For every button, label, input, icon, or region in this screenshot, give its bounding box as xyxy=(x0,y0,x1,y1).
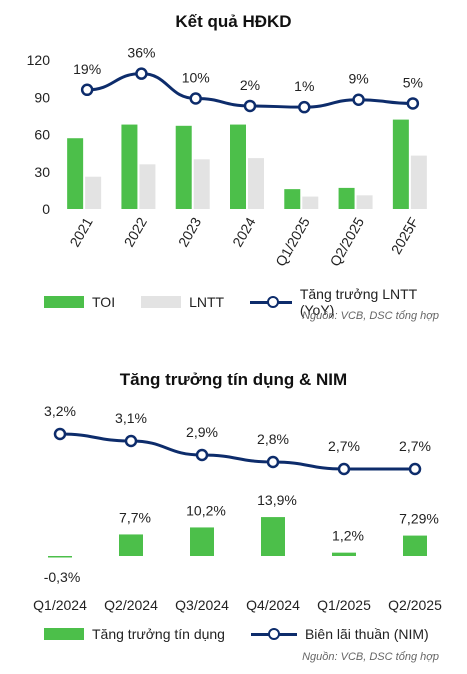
x-tick-label: 2021 xyxy=(66,214,96,249)
line-point-lntt-growth xyxy=(298,100,311,114)
chart1-legend: TOI LNTT Tăng trưởng LNTT (YoY) xyxy=(44,286,467,318)
chart1-title: Kết quả HĐKD xyxy=(175,12,292,31)
data-label-lntt-growth: 2% xyxy=(240,77,260,93)
line-point-lntt-growth xyxy=(135,67,148,80)
y-tick-label: 90 xyxy=(34,89,50,105)
bar-lntt xyxy=(356,195,373,209)
data-label-nim: 2,9% xyxy=(186,424,218,440)
data-label-lntt-growth: 19% xyxy=(73,61,101,77)
data-label-credit-growth: -0,3% xyxy=(44,569,81,585)
bar-toi xyxy=(284,189,301,209)
data-label-lntt-growth: 1% xyxy=(294,78,314,94)
legend-line-marker-icon xyxy=(250,296,292,308)
line-point-nim xyxy=(408,462,422,476)
data-label-credit-growth: 7,7% xyxy=(119,509,151,525)
legend-lntt-label: LNTT xyxy=(189,294,225,310)
bar-credit-growth xyxy=(332,552,356,556)
bar-credit-growth xyxy=(190,527,214,556)
bar-credit-growth xyxy=(119,534,143,556)
data-label-credit-growth: 10,2% xyxy=(186,502,226,518)
legend-toi: TOI xyxy=(44,294,115,310)
legend-toi-label: TOI xyxy=(92,294,116,310)
chart2-title: Tăng trưởng tín dụng & NIM xyxy=(119,370,348,389)
data-label-lntt-growth: 9% xyxy=(348,71,368,87)
bar-toi xyxy=(121,124,138,209)
data-label-nim: 2,7% xyxy=(399,438,431,454)
x-tick-label: Q1/2024 xyxy=(33,597,87,613)
x-tick-label: 2025F xyxy=(388,215,422,257)
x-tick-label: 2023 xyxy=(175,214,205,249)
y-tick-label: 120 xyxy=(27,52,51,68)
data-label-lntt-growth: 5% xyxy=(403,74,423,90)
bar-lntt xyxy=(302,196,319,209)
legend-credit-swatch xyxy=(44,628,84,640)
x-tick-label: Q4/2024 xyxy=(246,597,300,613)
data-label-lntt-growth: 10% xyxy=(182,69,210,85)
line-point-lntt-growth xyxy=(352,93,365,106)
chart2-source: Nguồn: VCB, DSC tổng hợp xyxy=(302,651,439,663)
line-point-nim xyxy=(53,427,67,441)
bar-toi xyxy=(230,124,246,209)
line-point-lntt-growth xyxy=(406,97,420,110)
data-label-lntt-growth: 36% xyxy=(127,45,155,61)
business-results-chart: 0 30 60 90 120 2021 2022 2023 2024 Q1/2025 Q2/2025… xyxy=(27,45,427,269)
legend-lntt: LNTT xyxy=(141,294,224,310)
data-label-nim: 3,1% xyxy=(115,410,147,426)
y-tick-label: 30 xyxy=(34,164,50,180)
line-point-nim xyxy=(124,434,138,448)
chart1-source: Nguồn: VCB, DSC tổng hợp xyxy=(302,310,439,322)
x-tick-label: Q2/2025 xyxy=(388,597,442,613)
x-tick-label: Q2/2025 xyxy=(326,214,367,269)
bar-credit-growth xyxy=(403,535,427,556)
line-point-lntt-growth xyxy=(189,92,202,105)
data-label-credit-growth: 7,29% xyxy=(399,511,439,527)
legend-nim-label: Biên lãi thuần (NIM) xyxy=(304,626,429,642)
bar-toi xyxy=(175,125,192,209)
legend-nim: Biên lãi thuần (NIM) xyxy=(250,626,429,642)
line-nim xyxy=(59,432,415,471)
legend-credit-growth: Tăng trưởng tín dụng xyxy=(44,626,225,642)
bar-lntt xyxy=(85,176,102,209)
bar-toi xyxy=(67,138,84,209)
bar-lntt xyxy=(193,159,210,209)
bar-toi xyxy=(392,119,409,209)
legend-lntt-growth-label: Tăng trưởng LNTT (YoY) xyxy=(299,286,417,318)
data-label-credit-growth: 1,2% xyxy=(332,528,364,544)
y-tick-label: 0 xyxy=(42,201,50,217)
bar-lntt xyxy=(139,164,156,209)
chart2-legend: Tăng trưởng tín dụng Biên lãi thuần (NIM… xyxy=(44,626,455,642)
bar-credit-growth xyxy=(48,556,72,558)
data-label-nim: 2,7% xyxy=(328,438,360,454)
x-tick-label: 2024 xyxy=(229,214,259,249)
x-tick-label: Q1/2025 xyxy=(317,597,371,613)
x-tick-label: Q3/2024 xyxy=(175,597,229,613)
bar-lntt xyxy=(410,155,427,209)
x-tick-label: 2022 xyxy=(121,214,151,249)
line-point-nim xyxy=(195,448,209,462)
y-tick-label: 60 xyxy=(34,127,50,143)
data-label-nim: 3,2% xyxy=(44,403,76,419)
legend-lntt-growth: Tăng trưởng LNTT (YoY) xyxy=(250,286,441,318)
legend-credit-label: Tăng trưởng tín dụng xyxy=(92,626,225,642)
bar-lntt xyxy=(248,158,264,209)
x-tick-label: Q1/2025 xyxy=(272,214,313,269)
legend-lntt-swatch xyxy=(141,296,182,308)
line-point-lntt-growth xyxy=(243,99,257,113)
x-tick-label: Q2/2024 xyxy=(104,597,158,613)
legend-toi-swatch xyxy=(44,296,84,308)
line-point-nim xyxy=(337,462,351,476)
data-label-nim: 2,8% xyxy=(257,431,289,447)
data-label-credit-growth: 13,9% xyxy=(257,492,297,508)
bar-toi xyxy=(338,187,355,209)
legend-nim-marker-icon xyxy=(250,628,297,640)
line-point-lntt-growth xyxy=(80,83,94,97)
bar-credit-growth xyxy=(261,517,285,556)
line-point-nim xyxy=(266,455,280,469)
